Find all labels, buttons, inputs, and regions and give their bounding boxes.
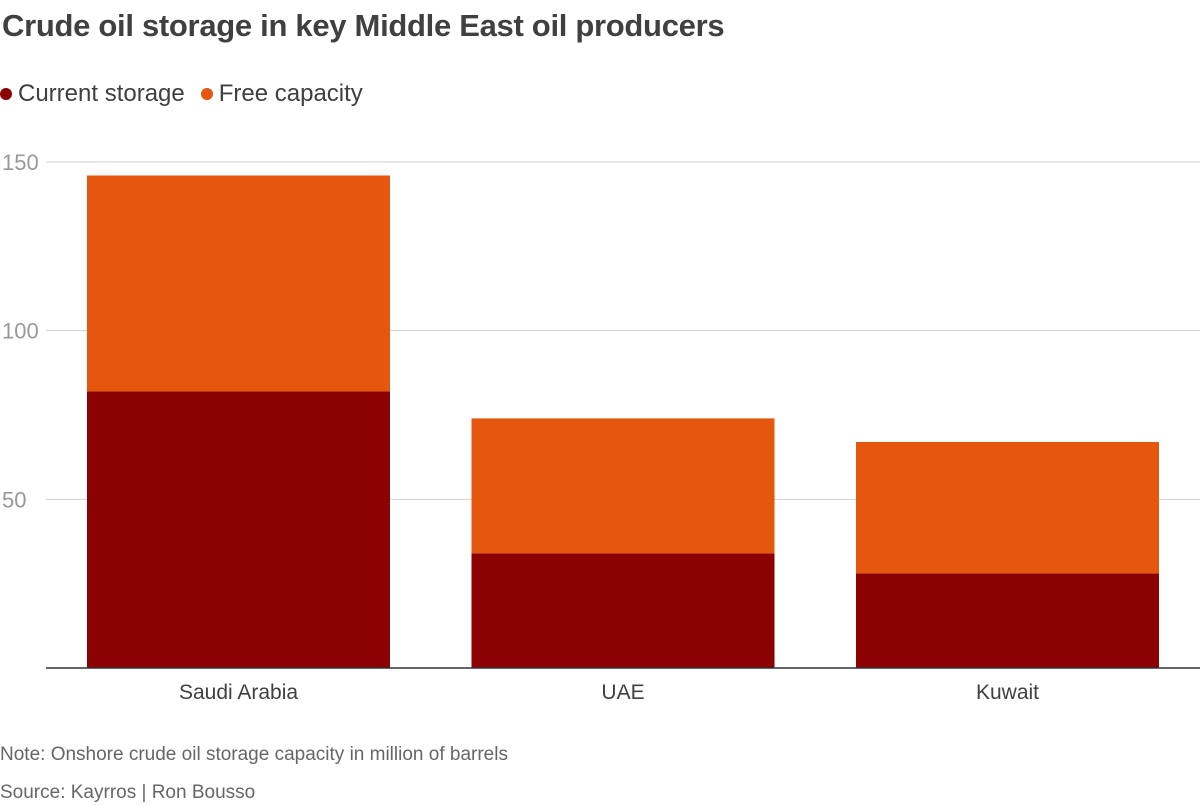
legend-label-current-storage: Current storage (18, 80, 185, 107)
legend-item-current-storage: Current storage (0, 80, 185, 108)
bar-kuwait-current-storage (856, 573, 1159, 668)
legend: Current storage Free capacity (0, 80, 379, 108)
bar-kuwait-free-capacity (856, 441, 1159, 574)
x-tick-label-saudi-arabia: Saudi Arabia (179, 681, 298, 704)
bar-uae-current-storage (471, 553, 775, 668)
y-tick-label-100: 100 (2, 319, 39, 344)
chart-note: Note: Onshore crude oil storage capacity… (0, 744, 508, 765)
bar-saudi-arabia-current-storage (87, 391, 390, 668)
legend-swatch-current-storage (0, 88, 12, 100)
chart-source: Source: Kayrros | Ron Bousso (0, 782, 256, 803)
y-tick-label-150: 150 (2, 150, 39, 175)
bar-uae-free-capacity (471, 418, 775, 554)
legend-label-free-capacity: Free capacity (218, 80, 363, 107)
x-tick-label-kuwait: Kuwait (976, 681, 1039, 704)
legend-swatch-free-capacity (200, 88, 213, 100)
x-tick-label-uae: UAE (601, 681, 644, 704)
chart-plot: 50 100 150 Saudi Arabia UAE Kuwait (2, 150, 1200, 704)
bar-saudi-arabia-free-capacity (87, 175, 390, 392)
chart-title: Crude oil storage in key Middle East oil… (2, 8, 725, 43)
y-tick-label-50: 50 (2, 487, 26, 512)
legend-item-free-capacity: Free capacity (200, 80, 363, 108)
